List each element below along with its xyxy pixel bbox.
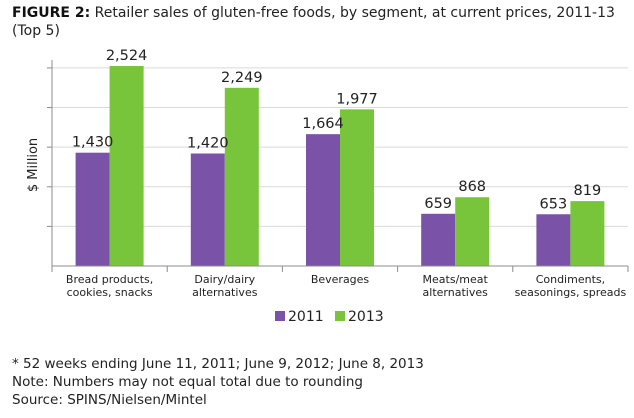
bar-2011 xyxy=(421,213,456,266)
bar-2011 xyxy=(75,152,110,266)
category-label-line: Dairy/dairy xyxy=(194,273,255,286)
legend-label-2013: 2013 xyxy=(348,309,384,325)
bar-2011 xyxy=(306,134,340,266)
figure-subtitle: (Top 5) xyxy=(12,23,60,39)
legend-label-2011: 2011 xyxy=(288,309,324,325)
data-label-2011: 1,420 xyxy=(187,135,229,151)
legend-swatch-2013 xyxy=(335,311,345,321)
data-label-2013: 819 xyxy=(574,183,602,199)
footnote-rounding: Note: Numbers may not equal total due to… xyxy=(12,374,363,390)
data-label-2011: 1,430 xyxy=(72,135,114,151)
figure-title: FIGURE 2: Retailer sales of gluten-free … xyxy=(12,4,622,40)
category-label-line: alternatives xyxy=(192,286,258,299)
footnote-source: Source: SPINS/Nielsen/Mintel xyxy=(12,392,207,408)
category-label-line: Bread products, xyxy=(66,273,153,286)
category-label-line: cookies, snacks xyxy=(67,286,153,299)
footnote-weeks: * 52 weeks ending June 11, 2011; June 9,… xyxy=(12,356,424,372)
footnotes: * 52 weeks ending June 11, 2011; June 9,… xyxy=(12,355,424,409)
data-label-2011: 653 xyxy=(540,196,568,212)
bar-2013 xyxy=(224,87,259,266)
bar-2011 xyxy=(190,153,225,266)
category-label: Dairy/dairy alternatives xyxy=(192,273,258,299)
bar-2013 xyxy=(455,197,490,266)
figure-title-text: Retailer sales of gluten-free foods, by … xyxy=(94,5,615,21)
category-label: Meats/meat alternatives xyxy=(423,273,489,299)
bar-2013 xyxy=(109,66,144,266)
legend: 2011 2013 xyxy=(275,309,384,325)
figure-label: FIGURE 2: xyxy=(12,5,91,21)
data-label-2013: 868 xyxy=(458,179,486,195)
data-label-2011: 1,664 xyxy=(302,116,344,132)
category-label-line: seasonings, spreads xyxy=(515,286,627,299)
bars xyxy=(75,66,605,266)
category-label: Bread products, cookies, snacks xyxy=(66,273,153,299)
bar-2011 xyxy=(536,214,571,266)
data-label-2013: 2,524 xyxy=(106,48,148,64)
category-label-line: Meats/meat xyxy=(423,273,489,286)
category-label-line: alternatives xyxy=(423,286,489,299)
data-label-2013: 1,977 xyxy=(336,91,378,107)
legend-swatch-2011 xyxy=(275,311,285,321)
category-label-line: Beverages xyxy=(311,273,370,286)
data-label-2011: 659 xyxy=(424,196,452,212)
bar-2013 xyxy=(340,109,374,266)
axes xyxy=(47,60,629,272)
labels: 1,430 2,524 Bread products, cookies, snacks… xyxy=(66,48,627,299)
bar-2013 xyxy=(570,201,605,266)
category-label: Condiments, seasonings, spreads xyxy=(515,273,627,299)
y-axis-label: $ Million xyxy=(26,138,41,192)
category-label-line: Condiments, xyxy=(536,273,605,286)
data-label-2013: 2,249 xyxy=(221,70,263,86)
category-label: Beverages xyxy=(311,273,370,286)
